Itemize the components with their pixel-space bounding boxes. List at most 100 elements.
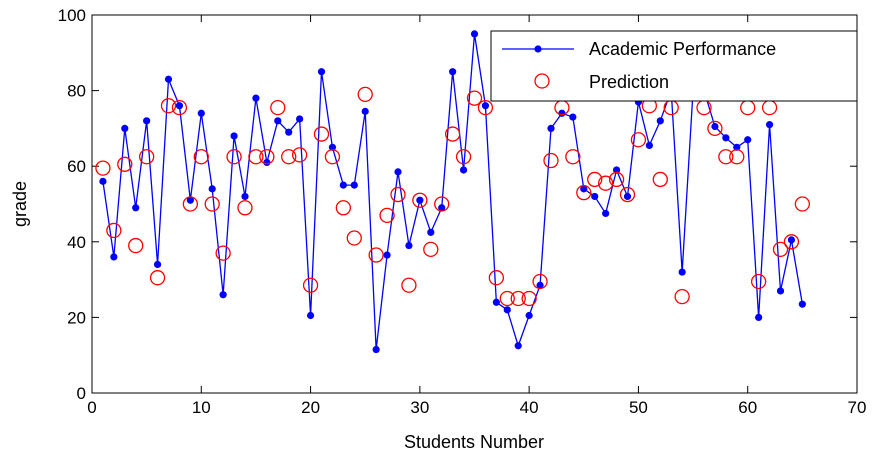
prediction-point [226, 149, 242, 165]
academic-performance-point [416, 196, 424, 204]
academic-performance-point [755, 313, 763, 321]
prediction-point [128, 237, 144, 254]
academic-performance-point [99, 177, 107, 185]
prediction-point [718, 149, 734, 165]
prediction-point [324, 149, 341, 165]
prediction-point [106, 222, 122, 239]
academic-performance-point [350, 181, 358, 189]
x-tick-label: 20 [301, 398, 320, 417]
academic-performance-point [296, 115, 304, 123]
academic-performance-point [558, 109, 566, 117]
prediction-point [532, 273, 548, 290]
academic-performance-point [612, 166, 621, 174]
prediction-point [248, 149, 264, 165]
academic-performance-point [623, 192, 632, 201]
academic-performance-point [580, 185, 588, 193]
prediction-point [302, 277, 319, 293]
x-tick-label: 70 [848, 398, 867, 417]
prediction-point [521, 290, 537, 307]
prediction-point [313, 126, 330, 142]
prediction-point [95, 160, 111, 176]
prediction-point [783, 234, 800, 250]
academic-performance-point [328, 143, 337, 151]
prediction-point [466, 90, 483, 106]
prediction-point [597, 175, 614, 191]
academic-performance-point [394, 168, 402, 176]
prediction-point [270, 99, 286, 116]
academic-performance-point [153, 260, 162, 269]
x-axis-label: Students Number [404, 432, 544, 452]
y-tick-label: 60 [67, 157, 86, 176]
prediction-point [652, 171, 668, 188]
prediction-point [772, 241, 789, 258]
academic-performance-point [514, 342, 522, 350]
academic-performance-point [197, 109, 205, 117]
ticks [91, 14, 858, 394]
prediction-point [630, 132, 647, 148]
academic-performance-point [438, 204, 446, 212]
y-tick-label: 0 [77, 384, 86, 403]
legend-circle-marker [534, 73, 550, 89]
prediction-point [281, 149, 297, 165]
academic-performance-point [427, 228, 435, 236]
prediction-point [477, 99, 494, 116]
academic-performance-point [787, 236, 796, 244]
academic-performance-point [339, 181, 347, 189]
prediction-point [510, 290, 526, 307]
academic-performance-point [591, 192, 599, 201]
prediction-point [608, 171, 625, 188]
y-tick-label: 20 [67, 308, 86, 327]
prediction-point [215, 245, 231, 261]
academic-performance-point [645, 141, 653, 150]
prediction-point [291, 147, 308, 163]
academic-performance-point [798, 300, 806, 308]
prediction-point [357, 86, 373, 103]
academic-performance-point [132, 204, 140, 212]
prediction-point [346, 230, 362, 246]
academic-performance-point [481, 102, 490, 110]
academic-performance-point [175, 102, 184, 110]
academic-performance-point [164, 75, 173, 83]
prediction-point [259, 149, 275, 165]
prediction-point [729, 149, 745, 165]
academic-performance-point [722, 134, 730, 142]
academic-performance-point [776, 287, 785, 295]
academic-performance-point [459, 166, 468, 174]
prediction-point [543, 152, 559, 169]
academic-performance-point [143, 117, 151, 125]
x-tick-label: 40 [520, 398, 539, 417]
academic-performance-point [536, 281, 544, 289]
prediction-point [434, 196, 450, 212]
legend-label-academic-performance: Academic Performance [589, 39, 776, 59]
academic-performance-point [711, 122, 719, 131]
y-axis-label: grade [10, 181, 30, 227]
academic-performance-point [449, 68, 457, 76]
prediction-point [138, 149, 155, 165]
academic-performance-point [274, 117, 282, 125]
x-tick-label: 0 [87, 398, 96, 417]
x-tick-label: 10 [192, 398, 211, 417]
prediction-point [794, 196, 811, 212]
prediction-point [488, 270, 505, 286]
prediction-point [237, 200, 253, 216]
prediction-point [565, 149, 581, 165]
prediction-point [182, 196, 199, 212]
prediction-point [455, 149, 472, 165]
legend: Academic Performance Prediction [490, 30, 858, 102]
academic-performance-point [602, 209, 610, 218]
academic-performance-point [678, 268, 686, 276]
academic-performance-point [744, 136, 752, 144]
academic-performance-point [241, 192, 249, 201]
prediction-point [171, 99, 188, 116]
academic-performance-point [110, 253, 118, 261]
x-tick-label: 50 [629, 398, 648, 417]
academic-performance-point [372, 345, 380, 354]
academic-performance-point [361, 107, 369, 115]
academic-performance-point [503, 306, 511, 314]
prediction-point [412, 192, 428, 208]
y-tick-label: 40 [67, 233, 86, 252]
academic-performance-point [186, 196, 194, 204]
prediction-point [707, 120, 723, 137]
legend-box [490, 30, 858, 102]
